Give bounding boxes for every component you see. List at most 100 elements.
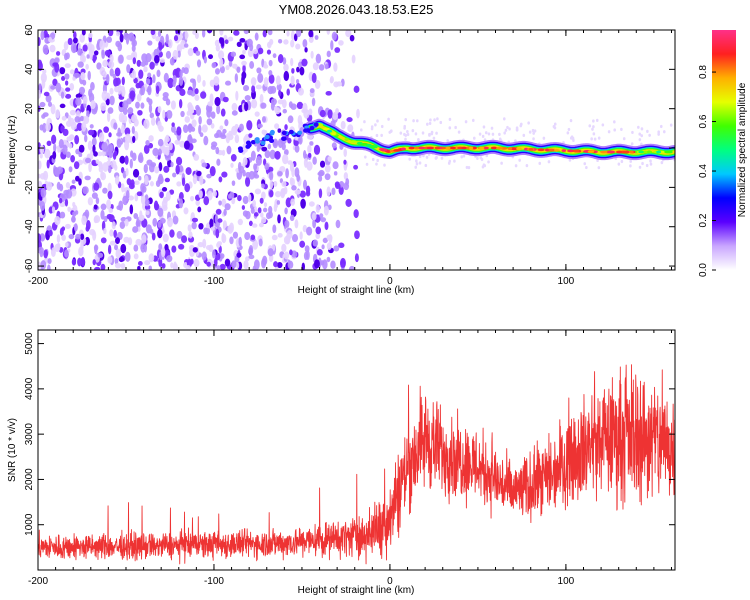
noise-blob [290,57,294,67]
noise-blob [42,44,49,55]
noise-blob [118,54,124,64]
noise-speck [532,131,535,135]
noise-blob [321,244,325,250]
noise-blob [101,141,108,152]
noise-blob [122,107,128,115]
noise-speck [428,133,431,137]
noise-blob [124,127,131,136]
noise-blob [90,81,95,91]
noise-speck [531,128,535,133]
noise-blob [239,54,246,60]
noise-blob [150,30,156,36]
noise-blob [70,155,76,163]
noise-blob [100,203,107,211]
noise-blob [132,57,137,65]
noise-blob [298,135,303,145]
noise-speck [414,132,418,136]
noise-blob [71,258,77,266]
noise-blob [230,153,237,162]
noise-blob [133,253,139,260]
noise-blob [103,215,108,223]
noise-blob [100,209,105,220]
noise-blob [263,61,267,69]
noise-blob [282,153,289,165]
noise-blob [251,223,258,228]
ridge-fragment [237,146,243,151]
noise-blob [250,77,257,86]
noise-blob [215,228,220,239]
noise-blob [277,170,283,177]
noise-blob [96,151,103,157]
noise-blob [48,206,53,214]
noise-blob [235,261,240,269]
noise-blob [281,181,287,188]
noise-blob [157,30,162,37]
noise-blob [152,217,158,227]
noise-blob [236,41,242,47]
noise-blob [307,152,312,158]
noise-blob [137,109,143,116]
noise-blob [140,102,145,109]
noise-blob [283,186,288,195]
noise-blob [218,200,222,206]
noise-blob [326,50,331,58]
noise-speck [547,160,551,164]
x-tick-label: 100 [558,576,575,587]
noise-blob [107,107,114,114]
noise-blob [207,101,214,107]
noise-blob [68,166,73,173]
noise-blob [257,73,264,83]
noise-blob [220,132,226,137]
noise-blob [351,54,356,64]
noise-blob [257,207,262,214]
noise-blob [92,230,97,241]
noise-blob [95,197,100,205]
noise-blob [89,44,95,54]
noise-blob [51,206,56,214]
noise-blob [152,147,159,157]
noise-blob [253,259,260,270]
noise-blob [143,118,150,130]
noise-speck [403,126,406,130]
spectrogram-x-axis: -200 -100 0 100 [28,30,672,287]
noise-blob [333,62,338,72]
noise-blob [43,91,50,97]
noise-blob [54,167,59,178]
noise-blob [192,247,198,253]
noise-blob [40,72,47,83]
noise-blob [144,260,151,266]
noise-speck [432,136,436,140]
noise-blob [129,158,133,169]
noise-blob [59,103,66,109]
ridge-peak [327,129,333,133]
noise-blob [248,244,254,256]
noise-blob [243,30,250,35]
noise-blob [283,63,289,72]
noise-blob [238,165,245,174]
noise-speck [569,136,573,140]
noise-blob [169,57,175,66]
noise-blob [109,68,114,77]
noise-speck [601,123,605,127]
noise-blob [296,101,304,110]
y-tick-label: -60 [24,258,35,273]
noise-blob [140,194,146,205]
noise-blob [66,136,73,142]
noise-blob [157,138,164,147]
spectrogram-panel: -200 -100 0 100 60 40 20 0 -20 -40 -60 Height of … [7,24,676,296]
noise-blob [181,235,188,244]
noise-blob [126,178,132,186]
noise-speck [404,118,408,122]
noise-blob [229,236,234,245]
ridge-peak [528,147,534,151]
noise-speck [487,160,490,164]
noise-blob [299,231,303,240]
noise-blob [45,181,53,191]
ridge-peak [479,146,485,150]
noise-blob [115,237,120,245]
noise-blob [332,161,339,170]
ridge-peak [642,150,649,154]
noise-speck [532,137,535,141]
noise-blob [156,69,161,78]
noise-blob [217,218,223,223]
